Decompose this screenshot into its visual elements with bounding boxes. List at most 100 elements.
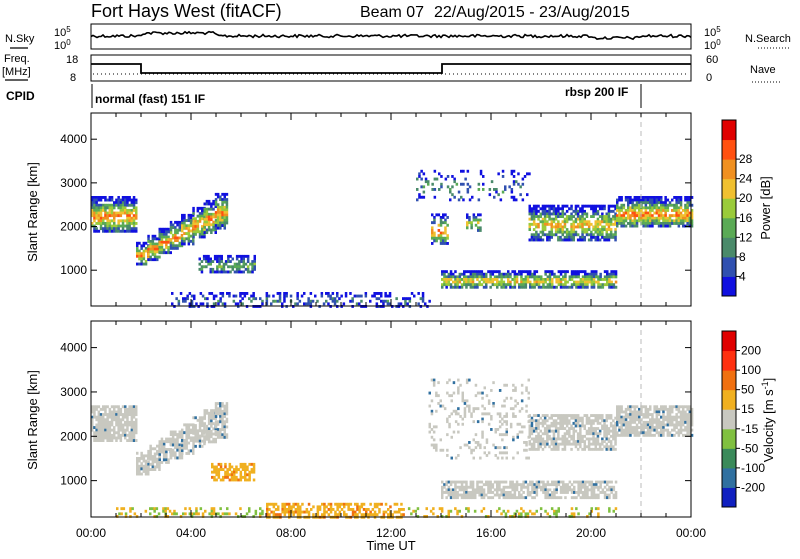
power-echo-cell xyxy=(156,250,159,253)
velocity-echo-cell xyxy=(445,496,448,499)
velocity-echo-cell xyxy=(93,431,96,434)
power-echo-cell xyxy=(595,205,598,208)
velocity-echo-cell xyxy=(629,426,632,429)
velocity-echo-cell xyxy=(649,408,652,411)
velocity-echo-cell xyxy=(292,503,295,506)
velocity-echo-cell xyxy=(240,479,243,482)
power-echo-cell xyxy=(642,206,645,209)
power-echo-cell xyxy=(206,218,209,221)
power-echo-cell xyxy=(555,210,558,213)
power-echo-cell xyxy=(373,292,376,295)
velocity-echo-cell xyxy=(208,412,211,415)
velocity-echo-cell xyxy=(437,381,440,384)
power-echo-cell xyxy=(562,210,565,213)
velocity-echo-cell xyxy=(640,408,643,411)
power-echo-cell xyxy=(592,207,595,210)
power-echo-cell xyxy=(95,214,98,217)
power-echo-cell xyxy=(645,225,648,228)
power-echo-cell xyxy=(603,205,606,208)
velocity-echo-cell xyxy=(369,513,372,516)
velocity-heatmap xyxy=(91,379,693,519)
power-echo-cell xyxy=(627,212,630,215)
velocity-echo-cell xyxy=(579,425,582,428)
power-echo-cell xyxy=(294,302,297,305)
velocity-echo-cell xyxy=(221,405,224,408)
power-echo-cell xyxy=(597,236,600,239)
power-echo-cell xyxy=(436,178,439,181)
power-echo-cell xyxy=(444,221,447,224)
power-echo-cell xyxy=(208,208,211,211)
power-echo-cell xyxy=(128,212,131,215)
velocity-echo-cell xyxy=(128,434,131,437)
velocity-echo-cell xyxy=(542,481,545,484)
velocity-echo-cell xyxy=(288,508,291,511)
velocity-echo-cell xyxy=(466,405,469,408)
velocity-echo-cell xyxy=(684,418,687,421)
velocity-echo-cell xyxy=(156,463,159,466)
velocity-echo-cell xyxy=(636,411,639,414)
power-echo-cell xyxy=(577,223,580,226)
velocity-echo-cell xyxy=(455,420,458,423)
velocity-echo-cell xyxy=(599,430,602,433)
power-echo-cell xyxy=(221,258,224,261)
velocity-echo-cell xyxy=(533,496,536,499)
power-echo-cell xyxy=(651,217,654,220)
power-echo-cell xyxy=(126,204,129,207)
velocity-echo-cell xyxy=(115,431,118,434)
velocity-echo-cell xyxy=(429,423,432,426)
velocity-echo-cell xyxy=(463,488,466,491)
velocity-echo-cell xyxy=(350,508,353,511)
velocity-echo-cell xyxy=(221,426,224,429)
power-echo-cell xyxy=(573,220,576,223)
velocity-echo-cell xyxy=(190,429,193,432)
velocity-echo-cell xyxy=(467,496,470,499)
power-echo-cell xyxy=(544,286,547,289)
velocity-echo-cell xyxy=(224,471,227,474)
velocity-echo-cell xyxy=(584,491,587,494)
power-echo-cell xyxy=(651,204,654,207)
power-echo-cell xyxy=(618,222,621,225)
power-echo-cell xyxy=(584,213,587,216)
velocity-echo-cell xyxy=(546,440,549,443)
velocity-echo-cell xyxy=(248,471,251,474)
velocity-echo-cell xyxy=(120,408,123,411)
power-echo-cell xyxy=(433,216,436,219)
velocity-echo-cell xyxy=(275,508,278,511)
power-echo-cell xyxy=(201,236,204,239)
power-echo-cell xyxy=(440,221,443,224)
velocity-echo-cell xyxy=(429,431,432,434)
velocity-echo-cell xyxy=(431,428,434,431)
power-echo-cell xyxy=(546,236,549,239)
velocity-echo-cell xyxy=(592,414,595,417)
power-echo-cell xyxy=(680,212,683,215)
velocity-echo-cell xyxy=(592,435,595,438)
power-echo-cell xyxy=(323,302,326,305)
power-echo-cell xyxy=(325,292,328,295)
velocity-echo-cell xyxy=(579,419,582,422)
power-echo-cell xyxy=(555,226,558,229)
velocity-echo-cell xyxy=(569,486,572,489)
power-echo-cell xyxy=(678,199,681,202)
power-echo-cell xyxy=(135,214,138,217)
velocity-echo-cell xyxy=(618,408,621,411)
power-echo-cell xyxy=(117,212,120,215)
power-echo-cell xyxy=(494,278,497,281)
velocity-echo-cell xyxy=(128,421,131,424)
power-echo-cell xyxy=(281,302,284,305)
velocity-echo-cell xyxy=(564,443,567,446)
velocity-echo-cell xyxy=(579,443,582,446)
power-echo-cell xyxy=(194,220,197,223)
velocity-echo-cell xyxy=(140,473,143,476)
velocity-echo-cell xyxy=(211,510,214,513)
velocity-echo-cell xyxy=(597,448,600,451)
power-echo-cell xyxy=(525,286,528,289)
velocity-echo-cell xyxy=(549,496,552,499)
velocity-echo-cell xyxy=(564,496,567,499)
velocity-echo-cell xyxy=(235,479,238,482)
power-echo-cell xyxy=(548,215,551,218)
power-echo-cell xyxy=(560,278,563,281)
velocity-echo-cell xyxy=(506,433,509,436)
power-echo-cell xyxy=(606,228,609,231)
velocity-echo-cell xyxy=(580,496,583,499)
power-echo-cell xyxy=(599,239,602,242)
